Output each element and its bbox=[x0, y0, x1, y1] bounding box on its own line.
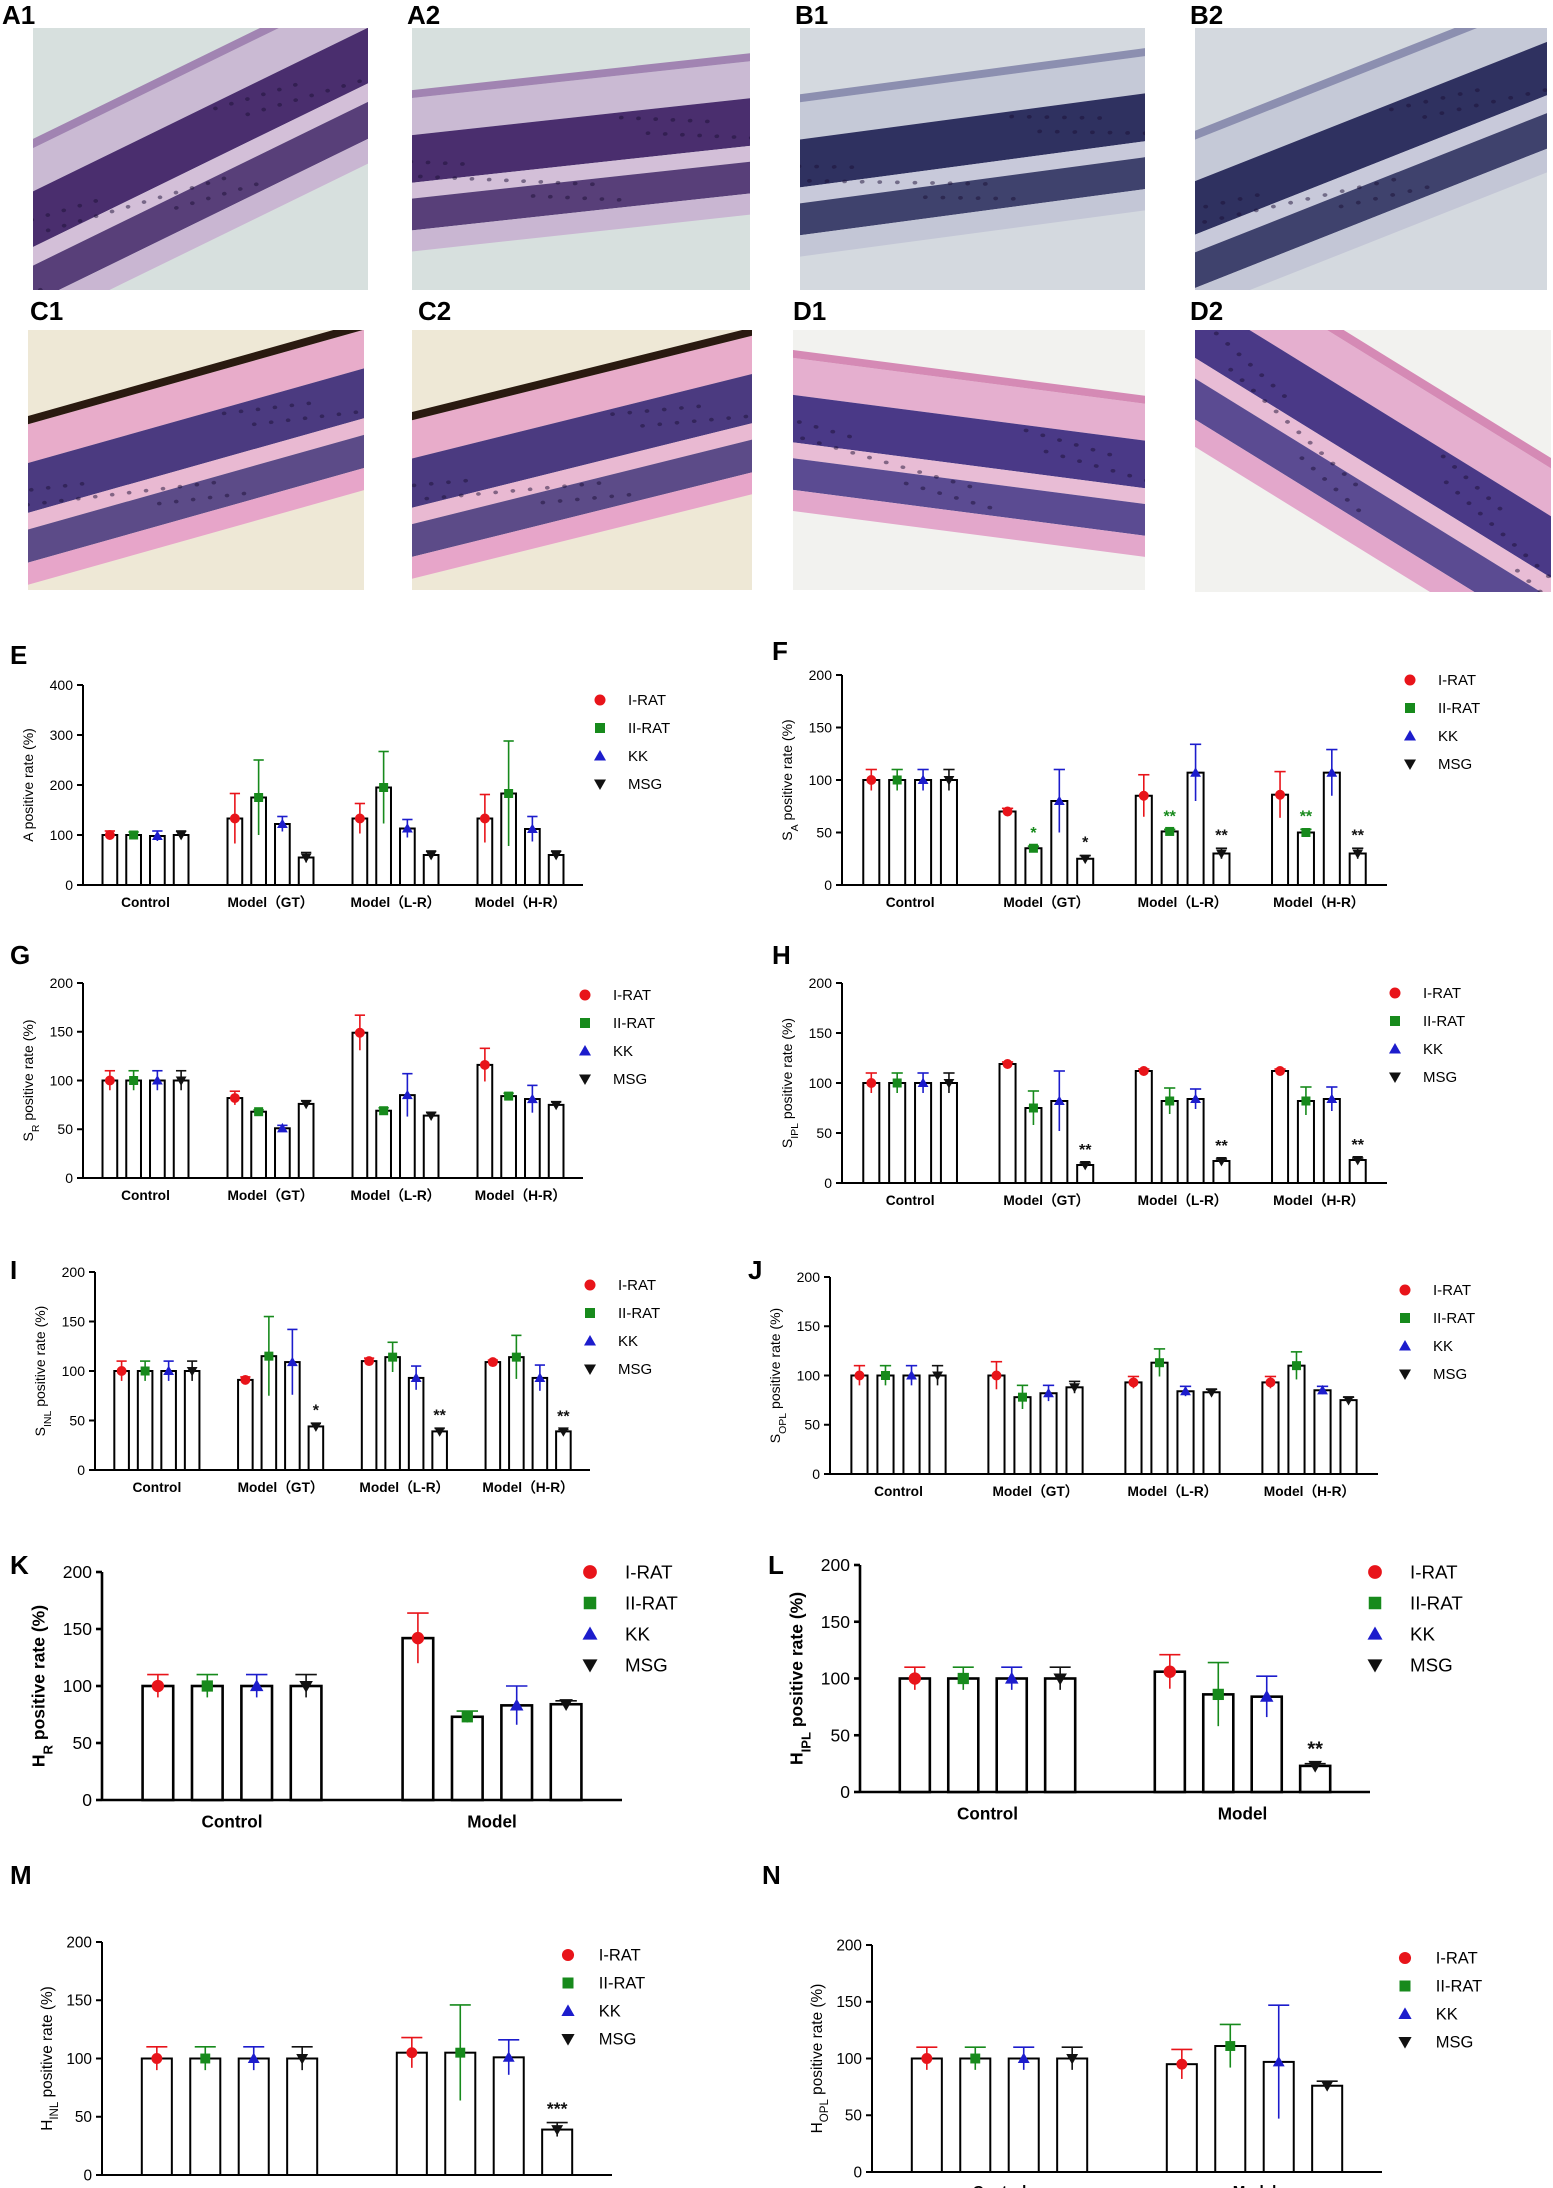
x-tick-label: Control bbox=[973, 2183, 1027, 2188]
y-tick-label: 150 bbox=[836, 1994, 862, 2011]
legend-marker-i-rat bbox=[1399, 1952, 1411, 1964]
panel-label-n: N bbox=[762, 1860, 781, 1890]
data-point-i-rat bbox=[921, 2053, 932, 2064]
legend-label-kk: KK bbox=[1436, 2006, 1458, 2024]
legend-label-msg: MSG bbox=[1436, 2034, 1474, 2052]
bar-i-rat-0 bbox=[912, 2059, 942, 2173]
legend-marker-kk bbox=[1398, 2007, 1411, 2019]
data-point-ii-rat bbox=[970, 2054, 980, 2064]
bar-ii-rat-0 bbox=[960, 2059, 990, 2173]
legend-label-ii-rat: II-RAT bbox=[1436, 1978, 1482, 1996]
data-point-ii-rat bbox=[1225, 2041, 1235, 2051]
data-point-i-rat bbox=[1176, 2059, 1187, 2070]
y-tick-label: 50 bbox=[845, 2108, 862, 2125]
x-tick-label: Model bbox=[1233, 2183, 1277, 2188]
legend-label-i-rat: I-RAT bbox=[1436, 1950, 1478, 1968]
bar-i-rat-1 bbox=[1167, 2064, 1197, 2172]
y-tick-label: 100 bbox=[836, 2051, 862, 2068]
legend-marker-ii-rat bbox=[1400, 1981, 1411, 1992]
bar-kk-0 bbox=[1009, 2059, 1039, 2173]
bar-msg-1 bbox=[1312, 2086, 1342, 2172]
y-axis-label: HOPL positive rate (%) bbox=[809, 1984, 831, 2134]
bar-msg-0 bbox=[1057, 2059, 1087, 2173]
y-tick-label: 0 bbox=[853, 2164, 862, 2181]
y-tick-label: 200 bbox=[836, 1937, 862, 1954]
legend-marker-msg bbox=[1398, 2037, 1411, 2049]
